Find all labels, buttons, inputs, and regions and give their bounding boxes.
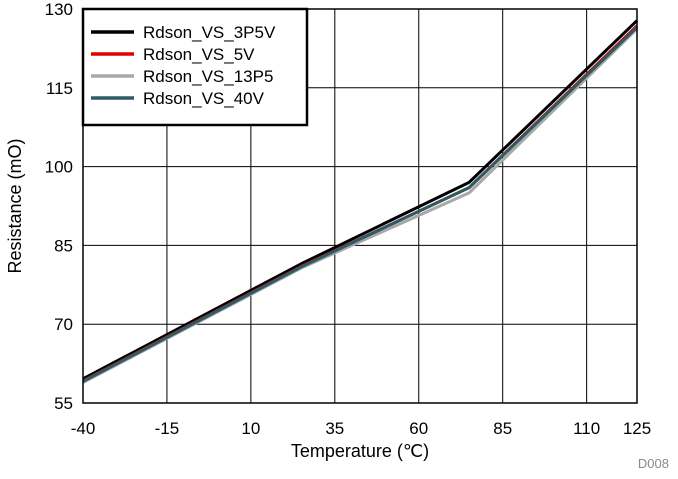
x-tick-label: 10 [241, 419, 260, 438]
x-tick-label: 35 [325, 419, 344, 438]
figure-id: D008 [638, 456, 669, 471]
series-lines [82, 19, 639, 384]
y-tick-label: 130 [45, 0, 73, 19]
x-tick-label: 85 [493, 419, 512, 438]
y-tick-label: 55 [54, 394, 73, 413]
legend-label: Rdson_VS_3P5V [143, 23, 276, 42]
y-tick-label: 70 [54, 315, 73, 334]
legend-label: Rdson_VS_5V [143, 45, 255, 64]
legend-box [81, 7, 309, 127]
legend-label: Rdson_VS_40V [143, 89, 265, 108]
y-tick-label: 85 [54, 236, 73, 255]
x-tick-label: 60 [409, 419, 428, 438]
y-tick-labels: 55 70 85 100 115 130 [45, 0, 73, 413]
series-line-rdson-vs-40v [82, 26, 639, 383]
y-axis-title: Resistance (mΟ) [5, 138, 25, 273]
plot-frame [82, 8, 638, 404]
series-line-rdson-vs-3p5v [82, 19, 639, 381]
legend: Rdson_VS_3P5V Rdson_VS_5V Rdson_VS_13P5 Rds… [81, 7, 309, 127]
x-tick-label: -15 [155, 419, 180, 438]
x-tick-label: 125 [623, 419, 651, 438]
x-tick-label: -40 [71, 419, 96, 438]
x-tick-label: 110 [573, 419, 600, 438]
legend-label: Rdson_VS_13P5 [143, 67, 273, 86]
y-tick-label: 100 [45, 158, 73, 177]
y-tick-label: 115 [46, 79, 73, 98]
x-tick-labels: -40 -15 10 35 60 85 110 125 [71, 419, 651, 438]
x-axis-title: Temperature (℃) [291, 441, 429, 461]
